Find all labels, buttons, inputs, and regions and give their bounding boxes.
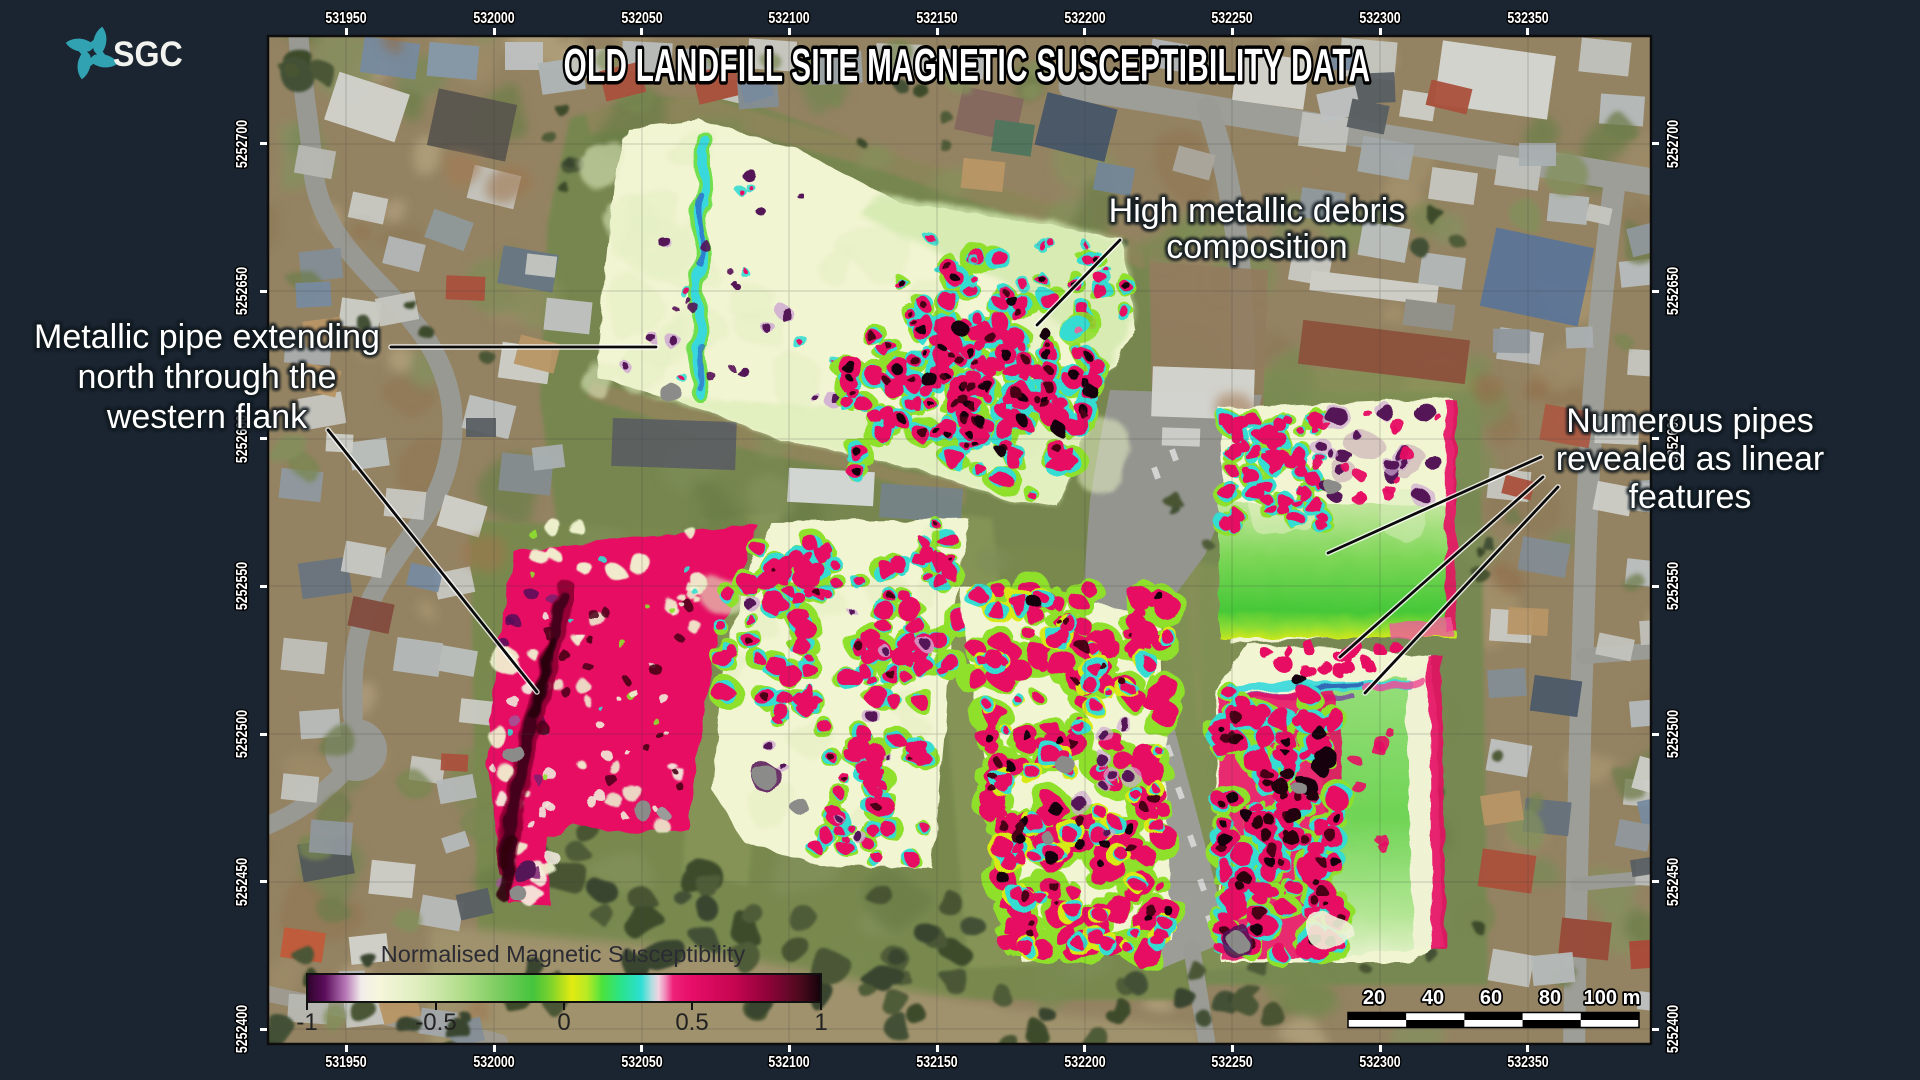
svg-text:531950: 531950 <box>325 9 366 27</box>
svg-text:features: features <box>1629 478 1752 516</box>
svg-text:Metallic pipe extending: Metallic pipe extending <box>34 318 380 356</box>
svg-text:531950: 531950 <box>325 1053 366 1071</box>
svg-text:60: 60 <box>1480 987 1502 1009</box>
svg-text:532150: 532150 <box>916 1053 957 1071</box>
svg-text:5252450: 5252450 <box>1664 858 1682 906</box>
svg-text:western flank: western flank <box>106 398 308 436</box>
svg-text:High metallic debris: High metallic debris <box>1109 192 1406 230</box>
svg-text:532200: 532200 <box>1064 1053 1105 1071</box>
svg-text:Metallic pipe extending: Metallic pipe extending <box>34 318 380 356</box>
svg-text:20: 20 <box>1363 987 1385 1009</box>
svg-text:5252400: 5252400 <box>1664 1005 1682 1053</box>
svg-text:5252600: 5252600 <box>233 415 251 463</box>
svg-text:40: 40 <box>1422 987 1444 1009</box>
svg-text:north through the: north through the <box>78 358 337 396</box>
svg-text:5252450: 5252450 <box>233 858 251 906</box>
svg-text:composition: composition <box>1166 228 1347 266</box>
svg-text:532350: 532350 <box>1507 1053 1548 1071</box>
svg-text:0: 0 <box>557 1009 570 1036</box>
svg-text:5252400: 5252400 <box>233 1005 251 1053</box>
svg-text:5252550: 5252550 <box>233 562 251 610</box>
svg-text:north through the: north through the <box>78 358 337 396</box>
svg-text:532250: 532250 <box>1211 1053 1252 1071</box>
svg-text:5252500: 5252500 <box>1664 710 1682 758</box>
svg-text:SGC: SGC <box>113 36 183 75</box>
svg-text:-1: -1 <box>296 1009 317 1036</box>
svg-text:composition: composition <box>1166 228 1347 266</box>
svg-text:532250: 532250 <box>1211 9 1252 27</box>
svg-text:revealed as linear: revealed as linear <box>1556 440 1824 478</box>
svg-text:532000: 532000 <box>473 9 514 27</box>
svg-text:Numerous pipes: Numerous pipes <box>1566 402 1814 440</box>
svg-text:532050: 532050 <box>621 9 662 27</box>
svg-text:0.5: 0.5 <box>675 1009 708 1036</box>
svg-text:Normalised Magnetic Susceptibi: Normalised Magnetic Susceptibility <box>381 941 746 967</box>
svg-text:5252550: 5252550 <box>1664 562 1682 610</box>
svg-text:532050: 532050 <box>621 1053 662 1071</box>
svg-text:532100: 532100 <box>768 1053 809 1071</box>
svg-text:532100: 532100 <box>768 9 809 27</box>
svg-text:OLD LANDFILL SITE MAGNETIC SUS: OLD LANDFILL SITE MAGNETIC SUSCEPTIBILIT… <box>564 41 1371 92</box>
svg-text:1: 1 <box>814 1009 827 1036</box>
svg-text:532000: 532000 <box>473 1053 514 1071</box>
svg-text:532350: 532350 <box>1507 9 1548 27</box>
svg-text:532150: 532150 <box>916 9 957 27</box>
svg-text:100 m: 100 m <box>1584 987 1641 1009</box>
svg-text:western flank: western flank <box>106 398 308 436</box>
svg-text:532300: 532300 <box>1359 1053 1400 1071</box>
svg-text:532200: 532200 <box>1064 9 1105 27</box>
svg-text:High metallic debris: High metallic debris <box>1109 192 1406 230</box>
svg-text:80: 80 <box>1539 987 1561 1009</box>
svg-text:5252700: 5252700 <box>1664 120 1682 168</box>
svg-text:revealed as linear: revealed as linear <box>1556 440 1824 478</box>
svg-text:-0.5: -0.5 <box>415 1009 456 1036</box>
svg-text:5252650: 5252650 <box>233 267 251 315</box>
svg-text:5252600: 5252600 <box>1664 415 1682 463</box>
svg-text:5252500: 5252500 <box>233 710 251 758</box>
svg-text:features: features <box>1629 478 1752 516</box>
svg-text:5252700: 5252700 <box>233 120 251 168</box>
svg-text:5252650: 5252650 <box>1664 267 1682 315</box>
svg-text:532300: 532300 <box>1359 9 1400 27</box>
svg-text:Numerous pipes: Numerous pipes <box>1566 402 1814 440</box>
